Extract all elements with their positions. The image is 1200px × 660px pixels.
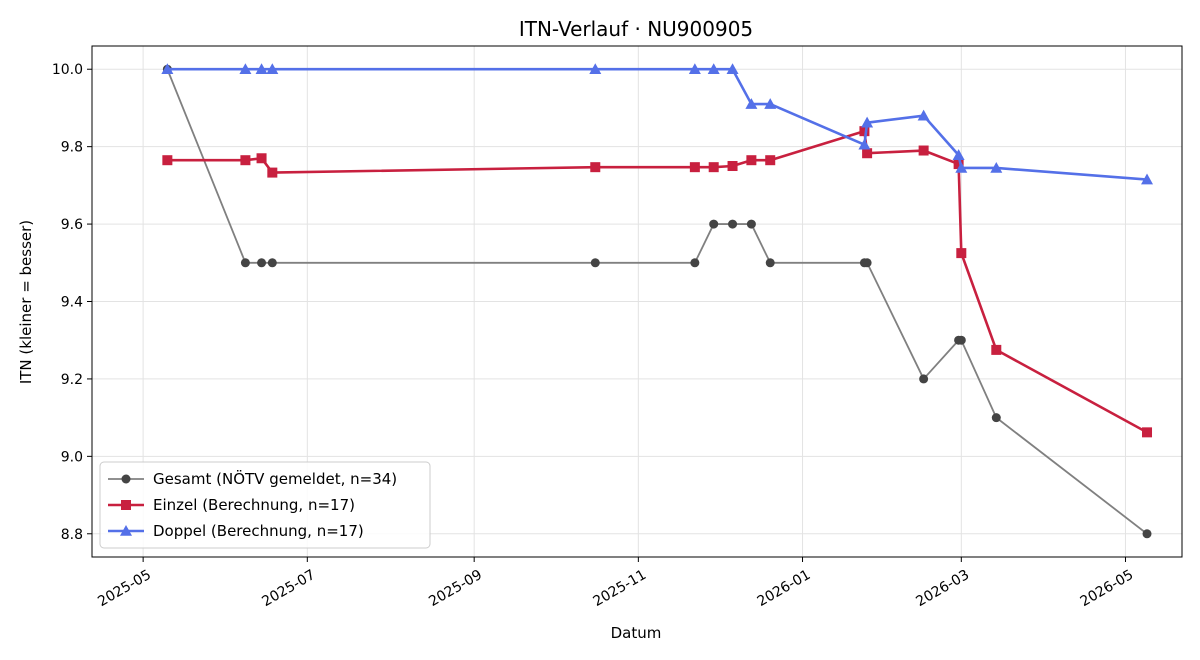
y-axis: 8.8 9.0 9.2 9.4 9.6 9.8 10.0: [52, 62, 92, 543]
y-tick-label: 10.0: [52, 62, 83, 78]
grid-lines: [92, 46, 1182, 557]
data-point: [862, 258, 872, 268]
data-point: [267, 258, 277, 268]
series-line: [167, 67, 1148, 181]
legend-box: [99, 461, 431, 549]
y-tick-label: 9.0: [61, 449, 83, 465]
data-point: [590, 162, 601, 173]
x-tick-label: 2025-05: [95, 567, 154, 610]
y-tick-label: 9.6: [61, 217, 83, 233]
legend-marker: [120, 525, 132, 536]
data-point: [256, 153, 267, 164]
data-point: [590, 258, 600, 268]
data-point: [1141, 173, 1154, 185]
x-axis-label: Datum: [611, 624, 662, 642]
data-point: [690, 258, 700, 268]
data-point: [765, 258, 775, 268]
data-point: [919, 374, 929, 384]
data-point: [952, 149, 965, 160]
x-tick-label: 2025-09: [426, 567, 485, 610]
data-point: [161, 63, 174, 75]
data-point: [707, 63, 720, 75]
x-tick-label: 2026-03: [913, 567, 972, 610]
data-point: [955, 161, 968, 173]
data-point: [589, 63, 602, 75]
y-tick-label: 9.2: [61, 372, 83, 388]
legend-label: Doppel (Berechnung, n=17): [153, 522, 364, 540]
data-point: [765, 155, 776, 166]
data-point: [239, 63, 252, 75]
legend-marker: [121, 474, 131, 484]
data-point: [255, 63, 268, 75]
data-point: [688, 63, 701, 75]
data-point: [726, 63, 739, 75]
y-tick-label: 9.4: [61, 295, 83, 311]
data-point: [1142, 529, 1152, 539]
data-point: [956, 335, 966, 345]
legend-label: Einzel (Berechnung, n=17): [153, 496, 355, 514]
data-point: [991, 413, 1001, 423]
data-point: [267, 167, 278, 178]
data-point: [728, 219, 738, 229]
data-point: [240, 155, 251, 166]
data-point: [746, 219, 756, 229]
data-point: [861, 116, 874, 128]
legend-item: Einzel (Berechnung, n=17): [108, 496, 355, 514]
data-point: [917, 109, 930, 121]
data-point: [858, 138, 871, 150]
data-point: [240, 258, 250, 268]
data-point: [745, 98, 758, 109]
x-tick-label: 2025-11: [590, 567, 649, 610]
series-layer: [161, 63, 1154, 539]
data-point: [708, 162, 719, 173]
legend-marker: [121, 500, 131, 510]
data-point: [162, 155, 173, 166]
data-point: [1142, 427, 1153, 438]
data-point: [862, 148, 873, 159]
x-tick-label: 2026-01: [755, 567, 814, 610]
legend-item: Gesamt (NÖTV gemeldet, n=34): [108, 469, 397, 488]
y-tick-label: 8.8: [61, 527, 83, 543]
series-line: [167, 129, 1148, 434]
data-point: [689, 162, 700, 173]
x-tick-label: 2026-05: [1078, 567, 1137, 610]
data-point: [266, 63, 279, 75]
data-point: [764, 98, 777, 109]
legend-label: Gesamt (NÖTV gemeldet, n=34): [153, 469, 397, 488]
series-3: [161, 63, 1154, 185]
legend-item: Doppel (Berechnung, n=17): [108, 522, 364, 540]
data-point: [991, 344, 1002, 355]
data-point: [746, 155, 757, 166]
data-point: [709, 219, 719, 229]
data-point: [953, 159, 964, 170]
data-point: [257, 258, 267, 268]
x-axis: 2025-05 2025-07 2025-09 2025-11 2026-01 2026-…: [95, 557, 1136, 610]
y-tick-label: 9.8: [61, 140, 83, 156]
data-point: [956, 248, 967, 259]
series-2: [162, 126, 1153, 438]
data-point: [990, 161, 1003, 173]
x-tick-label: 2025-07: [259, 567, 318, 610]
data-point: [859, 126, 870, 137]
y-axis-label: ITN (kleiner = besser): [17, 220, 35, 384]
chart-title: ITN-Verlauf · NU900905: [519, 17, 753, 41]
legend: Gesamt (NÖTV gemeldet, n=34) Einzel (Bere…: [99, 461, 431, 549]
data-point: [727, 161, 738, 172]
data-point: [918, 145, 929, 156]
